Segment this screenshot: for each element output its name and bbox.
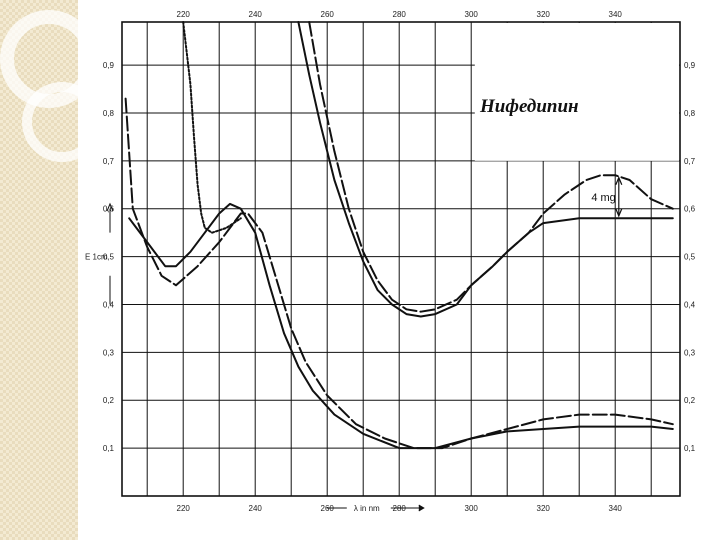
x-tick-label-bottom: 220 [177, 504, 191, 513]
y-tick-label-right: 0,4 [684, 300, 696, 309]
annotation-group: 4 mg [591, 176, 623, 218]
y-tick-label-left: 0,8 [103, 109, 115, 118]
y-tick-label-left: 0,2 [103, 396, 115, 405]
arrow-head-icon [615, 208, 623, 218]
x-tick-label-bottom: 340 [609, 504, 623, 513]
arrow-head-icon [106, 202, 114, 212]
x-tick-label-top: 320 [537, 10, 551, 19]
series-line-5 [182, 21, 242, 234]
y-tick-label-right: 0,2 [684, 396, 696, 405]
x-tick-label-bottom: 320 [537, 504, 551, 513]
x-tick-label-top: 300 [465, 10, 479, 19]
y-tick-label-left: 0,6 [103, 205, 115, 214]
series-lines [124, 21, 674, 450]
x-tick-label-top: 260 [321, 10, 335, 19]
arrow-head-icon [418, 504, 425, 512]
decorative-circle [22, 82, 102, 162]
series-line-3 [297, 21, 674, 318]
y-tick-label-left: 0,9 [103, 61, 115, 70]
arrow-head-icon [615, 176, 623, 186]
annotation-label: 4 mg [591, 192, 615, 204]
chart-title: Нифедипин [479, 96, 579, 117]
x-tick-label-top: 340 [609, 10, 623, 19]
y-axis-label: E 1cm [85, 253, 108, 262]
y-tick-label-right: 0,6 [684, 205, 696, 214]
x-tick-label-bottom: 300 [465, 504, 479, 513]
series-line-4 [308, 21, 674, 313]
x-tick-label-top: 280 [393, 10, 407, 19]
y-tick-label-left: 0,4 [103, 300, 115, 309]
y-tick-label-right: 0,1 [684, 444, 696, 453]
x-tick-label-bottom: 240 [249, 504, 263, 513]
y-tick-label-right: 0,3 [684, 348, 696, 357]
chart-grid [122, 22, 680, 496]
title-background [474, 23, 679, 161]
x-tick-label-top: 240 [249, 10, 263, 19]
y-tick-label-right: 0,7 [684, 157, 696, 166]
y-tick-label-right: 0,8 [684, 109, 696, 118]
y-tick-label-left: 0,5 [103, 253, 115, 262]
x-tick-label-top: 220 [177, 10, 191, 19]
y-tick-label-left: 0,3 [103, 348, 115, 357]
y-tick-label-left: 0,1 [103, 444, 115, 453]
y-tick-label-left: 0,7 [103, 157, 115, 166]
series-line-2 [124, 97, 674, 450]
slide-side-decoration [0, 0, 102, 540]
y-tick-label-right: 0,5 [684, 253, 696, 262]
y-tick-label-right: 0,9 [684, 61, 696, 70]
series-line-1 [128, 202, 674, 450]
x-axis-label: λ in nm [354, 504, 380, 513]
plot-area-frame [121, 21, 681, 497]
